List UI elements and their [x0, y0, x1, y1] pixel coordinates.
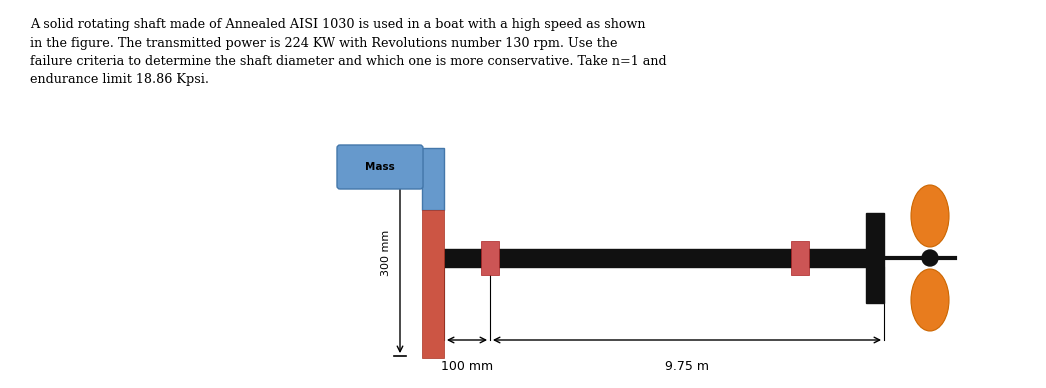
- Bar: [791, 241, 809, 275]
- Text: 100 mm: 100 mm: [441, 360, 493, 373]
- Text: 9.75 m: 9.75 m: [665, 360, 709, 373]
- Circle shape: [922, 250, 938, 266]
- Text: 300 mm: 300 mm: [381, 230, 391, 276]
- Bar: [422, 210, 444, 358]
- Ellipse shape: [911, 269, 949, 331]
- Text: Mass: Mass: [365, 162, 395, 172]
- Text: A solid rotating shaft made of Annealed AISI 1030 is used in a boat with a high : A solid rotating shaft made of Annealed …: [30, 18, 666, 87]
- Bar: [481, 241, 499, 275]
- Bar: [422, 148, 444, 210]
- Ellipse shape: [911, 185, 949, 247]
- FancyBboxPatch shape: [337, 145, 423, 189]
- Bar: [866, 213, 884, 303]
- Bar: [444, 249, 880, 267]
